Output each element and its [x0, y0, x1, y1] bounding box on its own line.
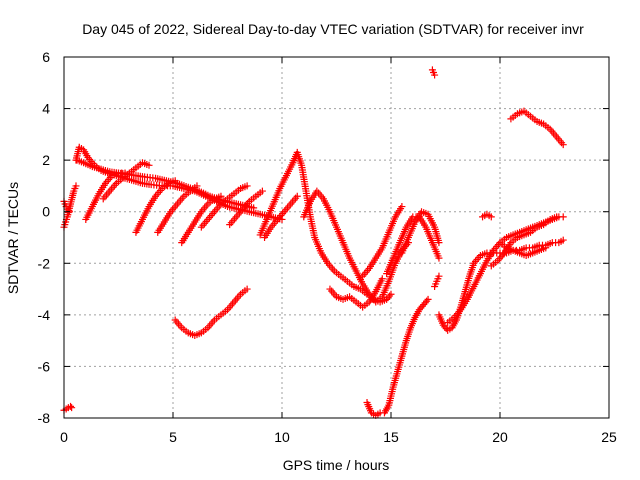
- axis-ticks: [63, 56, 610, 419]
- x-tick-label: 10: [274, 429, 290, 445]
- data-point: [378, 275, 386, 283]
- data-point: [250, 204, 258, 212]
- plot-frame: [63, 56, 610, 419]
- y-tick-label: 4: [42, 101, 50, 117]
- x-tick-label: 20: [492, 429, 508, 445]
- data-point: [431, 71, 439, 79]
- data-point: [435, 272, 443, 280]
- data-point: [293, 192, 301, 200]
- data-point: [193, 182, 201, 190]
- y-axis-label: SDTVAR / TECUs: [5, 182, 21, 294]
- data-point: [559, 213, 567, 221]
- data-point: [487, 213, 495, 221]
- x-tick-label: 15: [383, 429, 399, 445]
- data-point: [67, 402, 75, 410]
- data-point: [387, 290, 395, 298]
- y-tick-label: -8: [38, 410, 51, 426]
- data-point: [243, 285, 251, 293]
- y-tick-label: 6: [42, 49, 50, 65]
- data-point: [145, 161, 153, 169]
- data-point: [72, 182, 80, 190]
- data-point: [542, 244, 550, 252]
- data-point: [258, 187, 266, 195]
- data-points: [60, 66, 567, 419]
- chart-title: Day 045 of 2022, Sidereal Day-to-day VTE…: [82, 21, 584, 37]
- data-point: [398, 203, 406, 211]
- data-point: [171, 177, 179, 185]
- data-point: [553, 213, 561, 221]
- y-tick-label: 2: [42, 152, 50, 168]
- data-point: [217, 192, 225, 200]
- tick-labels: 0 5 10 15 20 25 -8 -6 -4 -2 0 2 4 6: [38, 49, 617, 445]
- data-point: [435, 254, 443, 262]
- grid-lines: [64, 57, 609, 418]
- y-tick-label: 0: [42, 204, 50, 220]
- data-point: [386, 292, 394, 300]
- y-tick-label: -4: [38, 307, 51, 323]
- data-point: [435, 239, 443, 247]
- x-tick-label: 0: [60, 429, 68, 445]
- data-point: [68, 404, 76, 412]
- x-axis-label: GPS time / hours: [283, 457, 390, 473]
- data-point: [243, 182, 251, 190]
- y-tick-label: -6: [38, 358, 51, 374]
- x-tick-label: 25: [601, 429, 617, 445]
- data-point: [559, 236, 567, 244]
- x-tick-label: 5: [169, 429, 177, 445]
- y-tick-label: -2: [38, 255, 51, 271]
- data-point: [559, 141, 567, 149]
- data-point: [424, 295, 432, 303]
- data-point: [423, 297, 431, 305]
